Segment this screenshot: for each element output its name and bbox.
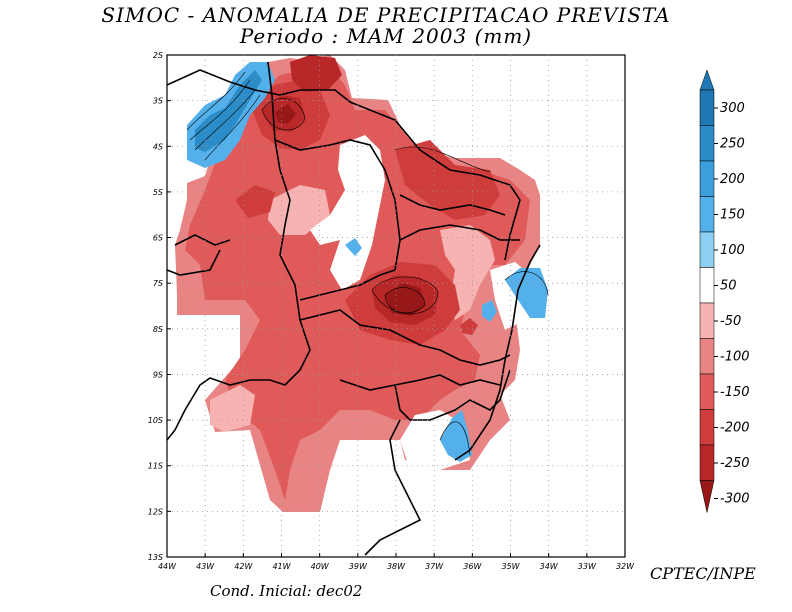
anomaly-region-neg200-west xyxy=(235,185,275,218)
title-line-2: Periodo : MAM 2003 (mm) xyxy=(239,24,533,48)
lon-label-40W: 40W xyxy=(311,562,330,571)
colorbar-segment xyxy=(699,267,715,304)
lon-label-36W: 36W xyxy=(463,562,482,571)
lon-label-44W: 44W xyxy=(158,562,177,571)
colorbar-bottom-arrow xyxy=(699,480,715,513)
anomaly-region-neg300-north xyxy=(275,104,296,124)
lat-label-3S: 3S xyxy=(153,97,163,106)
colorbar-label: -250 xyxy=(720,456,750,471)
anomaly-region-neg250-top xyxy=(290,55,342,92)
lat-label-12S: 12S xyxy=(148,507,163,516)
colorbar-segment xyxy=(699,89,715,126)
colorbar: 300 250 200 150 100 50 -50 -100 -150 -200 -250 -300 xyxy=(699,69,750,513)
lat-label-5S: 5S xyxy=(153,188,163,197)
colorbar-top-arrow xyxy=(699,69,715,91)
colorbar-label: -200 xyxy=(720,421,750,436)
contour-lines xyxy=(186,71,549,456)
lon-label-42W: 42W xyxy=(234,562,253,571)
latitude-labels: 2S 3S 4S 5S 6S 7S 8S 9S 10S 11S 12S 13S xyxy=(148,51,163,562)
initial-condition-label: Cond. Inicial: dec02 xyxy=(210,582,363,600)
colorbar-segment xyxy=(699,409,715,446)
lon-label-32W: 32W xyxy=(616,562,635,571)
lon-label-33W: 33W xyxy=(578,562,597,571)
anomaly-region-neg-southeast-dot xyxy=(460,318,478,335)
colorbar-label: 50 xyxy=(720,279,737,294)
lat-label-10S: 10S xyxy=(148,416,163,425)
colorbar-label: 150 xyxy=(720,208,745,223)
colorbar-segment xyxy=(699,160,715,197)
lon-label-43W: 43W xyxy=(196,562,215,571)
colorbar-segment xyxy=(699,302,715,339)
lat-label-6S: 6S xyxy=(153,234,163,243)
anomaly-region-neg50-west xyxy=(268,185,330,235)
colorbar-label: -100 xyxy=(720,350,750,365)
colorbar-segment xyxy=(699,373,715,410)
anomaly-region-pos-northwest-inner xyxy=(195,70,262,152)
colorbar-label: -50 xyxy=(720,314,741,329)
lat-label-8S: 8S xyxy=(153,325,163,334)
lat-label-4S: 4S xyxy=(153,142,163,151)
colorbar-label: 300 xyxy=(720,101,745,116)
institution-label: CPTEC/INPE xyxy=(650,564,756,583)
anomaly-region-pos-east xyxy=(505,268,548,318)
lat-label-11S: 11S xyxy=(148,462,163,471)
lon-label-37W: 37W xyxy=(425,562,444,571)
title-line-1: SIMOC - ANOMALIA DE PRECIPITACAO PREVIST… xyxy=(101,3,671,27)
colorbar-segment xyxy=(699,125,715,162)
colorbar-label: -300 xyxy=(720,492,750,507)
lon-label-38W: 38W xyxy=(387,562,406,571)
colorbar-label: 100 xyxy=(720,243,745,258)
lon-label-41W: 41W xyxy=(272,562,291,571)
colorbar-segment xyxy=(699,196,715,233)
lat-label-13S: 13S xyxy=(148,553,163,562)
colorbar-label: 250 xyxy=(720,137,745,152)
colorbar-label: -150 xyxy=(720,385,750,400)
lat-label-7S: 7S xyxy=(153,279,163,288)
anomaly-region-neg50-south xyxy=(210,385,255,432)
colorbar-segment xyxy=(699,444,715,481)
lat-label-2S: 2S xyxy=(153,51,163,60)
anomaly-region-neutral-center xyxy=(310,135,385,290)
longitude-labels: 44W 43W 42W 41W 40W 39W 38W 37W 36W 35W 34W 33W 32W xyxy=(158,562,635,571)
graticule xyxy=(166,54,626,558)
lat-label-9S: 9S xyxy=(153,370,163,379)
anomaly-region-pos-east-small xyxy=(482,300,497,322)
colorbar-segment xyxy=(699,338,715,375)
anomaly-region-pos-south xyxy=(440,410,472,462)
anomaly-region-neg200-northeast xyxy=(395,140,500,220)
anomaly-region-pos-center xyxy=(345,238,362,256)
anomaly-region-neg300-central xyxy=(385,283,425,316)
lon-label-35W: 35W xyxy=(501,562,520,571)
colorbar-label: 200 xyxy=(720,172,745,187)
lon-label-34W: 34W xyxy=(540,562,559,571)
lon-label-39W: 39W xyxy=(349,562,368,571)
colorbar-segment xyxy=(699,231,715,268)
